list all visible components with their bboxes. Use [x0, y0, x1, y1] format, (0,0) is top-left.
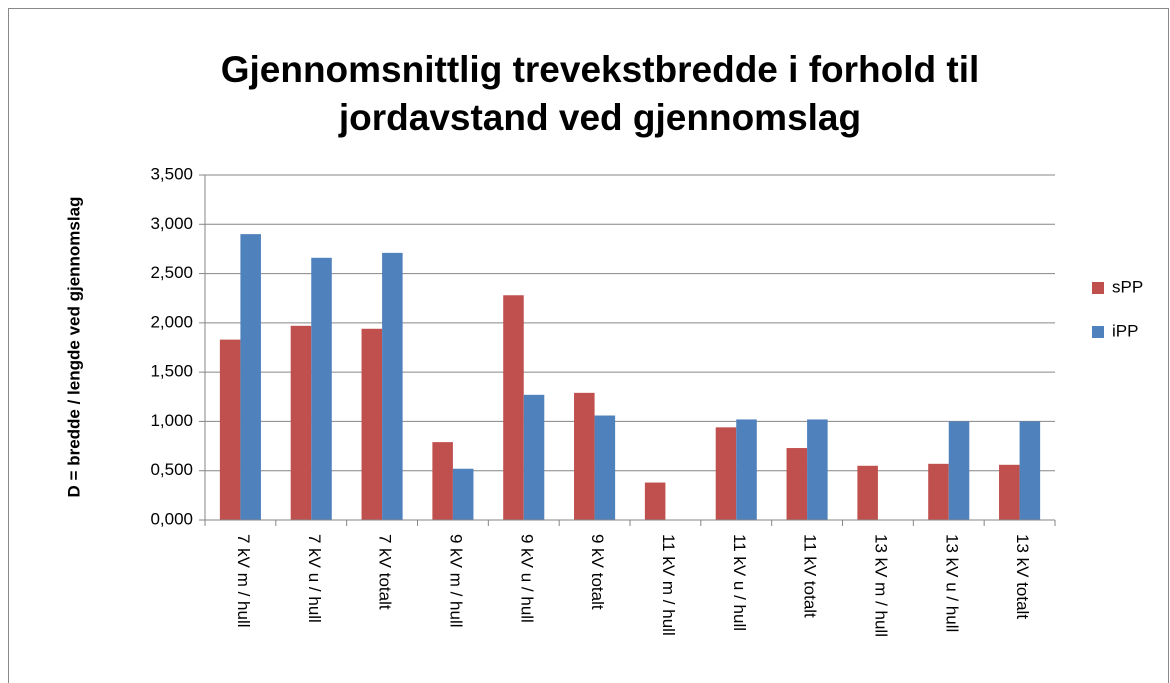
bar	[452, 468, 474, 520]
y-tick-label: 2,500	[150, 263, 193, 282]
bar	[857, 465, 878, 520]
x-tick-label: 13 kV u / hull	[942, 534, 961, 632]
bar	[1019, 421, 1041, 520]
chart-border	[8, 8, 1169, 683]
y-tick-label: 0,000	[150, 509, 193, 528]
bar	[382, 252, 403, 520]
legend-swatch	[1092, 326, 1104, 338]
bar	[928, 463, 949, 520]
bar	[644, 482, 666, 520]
y-tick-label: 2,000	[150, 312, 193, 331]
x-tick-label: 7 kV u / hull	[305, 534, 324, 623]
bar	[574, 392, 595, 520]
bar	[503, 295, 524, 520]
x-tick-label: 9 kV u / hull	[517, 534, 536, 623]
bar	[948, 421, 970, 520]
x-tick-label: 11 kV totalt	[801, 534, 820, 618]
x-tick-label: 9 kV m / hull	[446, 534, 465, 628]
x-tick-label: 7 kV m / hull	[234, 534, 253, 628]
bar	[594, 415, 616, 520]
bar	[999, 464, 1020, 520]
bar	[523, 394, 545, 520]
y-tick-label: 1,000	[150, 411, 193, 430]
bar	[807, 419, 828, 520]
bar	[311, 257, 332, 520]
legend-label: iPP	[1112, 321, 1138, 340]
x-tick-label: 13 kV m / hull	[871, 534, 890, 637]
y-tick-label: 0,500	[150, 460, 193, 479]
bar	[432, 442, 453, 520]
bar	[736, 419, 757, 520]
bar	[240, 234, 261, 520]
x-tick-label: 11 kV m / hull	[659, 534, 678, 636]
x-tick-label: 13 kV totalt	[1013, 534, 1032, 619]
bar	[786, 448, 808, 520]
legend-swatch	[1092, 282, 1104, 294]
bar	[290, 325, 312, 520]
y-tick-label: 3,000	[150, 214, 193, 233]
y-tick-label: 1,500	[150, 362, 193, 381]
chart-title: Gjennomsnittlig trevekstbredde i forhold…	[221, 49, 980, 90]
bar	[219, 339, 241, 520]
legend-label: sPP	[1112, 277, 1143, 296]
x-tick-label: 11 kV u / hull	[730, 534, 749, 631]
bar	[361, 328, 383, 520]
chart-title: jordavstand ved gjennomslag	[338, 97, 861, 138]
bar	[715, 427, 737, 520]
x-tick-label: 9 kV totalt	[588, 534, 607, 610]
y-axis-label: D = bredde / lengde ved gjennomslag	[64, 197, 83, 498]
x-tick-label: 7 kV totalt	[376, 534, 395, 610]
y-tick-label: 3,500	[150, 164, 193, 183]
